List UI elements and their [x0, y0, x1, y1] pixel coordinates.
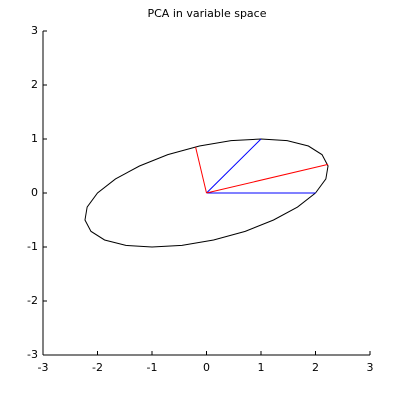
data-line: [195, 146, 207, 194]
y-tick-label: -3: [27, 348, 38, 361]
data-line: [206, 138, 262, 194]
data-line: [206, 163, 329, 194]
x-tick-label: -3: [38, 361, 49, 374]
y-tick-label: 3: [31, 24, 38, 37]
chart-title: PCA in variable space: [147, 7, 266, 20]
x-tick-label: 0: [203, 361, 210, 374]
x-tick-label: 2: [312, 361, 319, 374]
y-tick-label: -1: [27, 240, 38, 253]
x-tick-label: 3: [367, 361, 374, 374]
x-tick-label: -2: [92, 361, 103, 374]
y-tick-label: 1: [31, 132, 38, 145]
data-line: [84, 138, 329, 248]
y-tick-label: 0: [31, 186, 38, 199]
y-tick-label: -2: [27, 294, 38, 307]
y-tick-label: 2: [31, 78, 38, 91]
x-tick-label: -1: [147, 361, 158, 374]
x-tick-label: 1: [258, 361, 265, 374]
